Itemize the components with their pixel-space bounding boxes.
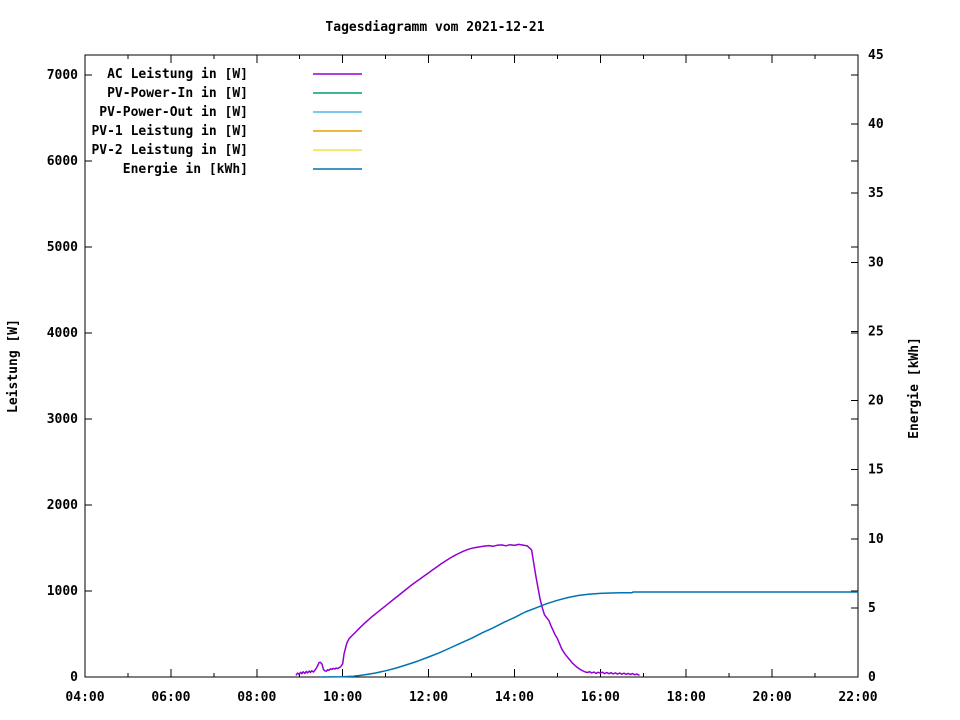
y-tick-label: 7000 (47, 68, 78, 83)
y2-tick-label: 10 (868, 532, 884, 547)
legend-label: PV-Power-In in [W] (107, 86, 248, 101)
legend-label: Energie in [kWh] (123, 162, 248, 177)
chart-title: Tagesdiagramm vom 2021-12-21 (325, 20, 545, 35)
series-line-energie-in-kwh (320, 591, 859, 678)
y-tick-label: 3000 (47, 412, 78, 427)
y2-tick-label: 0 (868, 670, 876, 685)
legend: AC Leistung in [W] PV-Power-In in [W] PV-P… (91, 67, 362, 177)
y2-tick-label: 15 (868, 463, 884, 478)
legend-label: PV-1 Leistung in [W] (91, 124, 248, 139)
y2-axis-ticks: 0 5 10 15 20 25 30 35 40 45 (851, 48, 884, 685)
y-tick-label: 0 (70, 670, 78, 685)
y-tick-label: 5000 (47, 240, 78, 255)
y2-tick-label: 40 (868, 117, 884, 132)
y-tick-label: 4000 (47, 326, 78, 341)
x-tick-label: 12:00 (409, 690, 448, 705)
y-tick-label: 1000 (47, 584, 78, 599)
legend-label: PV-2 Leistung in [W] (91, 143, 248, 158)
y2-tick-label: 30 (868, 255, 884, 270)
y-tick-label: 6000 (47, 154, 78, 169)
x-axis-ticks: 04:00 06:00 08:00 10:00 12:00 14:00 16:00 18:00… (65, 55, 878, 705)
legend-label: PV-Power-Out in [W] (99, 105, 248, 120)
x-tick-label: 08:00 (237, 690, 276, 705)
x-tick-label: 20:00 (753, 690, 792, 705)
x-tick-label: 06:00 (151, 690, 190, 705)
y2-tick-label: 25 (868, 324, 884, 339)
y-tick-label: 2000 (47, 498, 78, 513)
x-tick-label: 04:00 (65, 690, 104, 705)
y-axis-ticks: 0 1000 2000 3000 4000 5000 6000 7000 (47, 68, 858, 685)
x-tick-label: 18:00 (667, 690, 706, 705)
series-line-ac-leistung-in-w (295, 543, 640, 676)
legend-label: AC Leistung in [W] (107, 67, 248, 82)
y2-tick-label: 5 (868, 601, 876, 616)
x-tick-label: 16:00 (581, 690, 620, 705)
y2-tick-label: 35 (868, 186, 884, 201)
y2-tick-label: 20 (868, 394, 884, 409)
x-tick-label: 14:00 (495, 690, 534, 705)
x-tick-label: 10:00 (323, 690, 362, 705)
x-tick-label: 22:00 (838, 690, 877, 705)
y2-tick-label: 45 (868, 48, 884, 63)
